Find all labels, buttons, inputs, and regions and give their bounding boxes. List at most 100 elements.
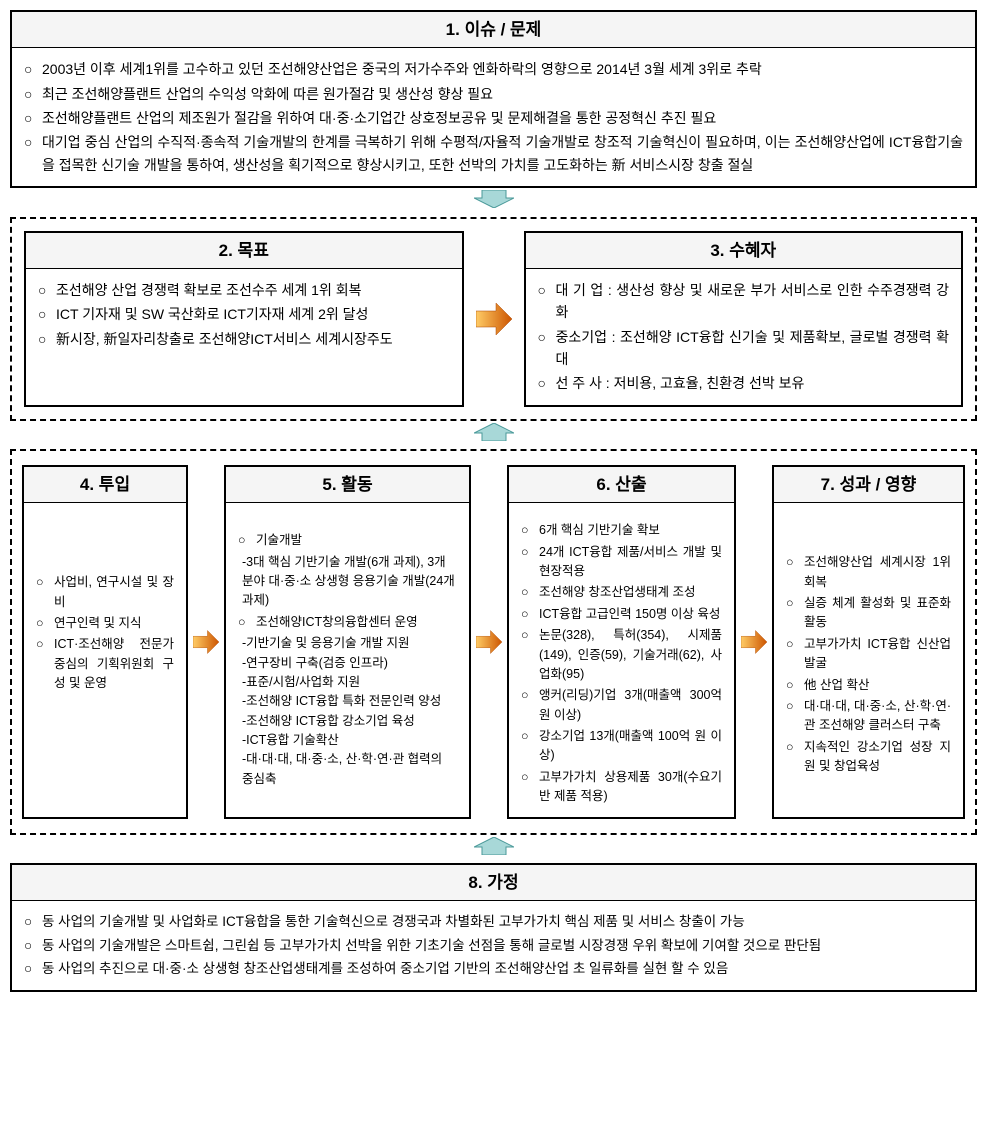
box2-body: ○조선해양 산업 경쟁력 확보로 조선수주 세계 1위 회복 ○ICT 기자재 …: [26, 269, 462, 360]
sub-item: -표준/시험/사업화 지원: [242, 673, 457, 692]
box2-title: 2. 목표: [26, 233, 462, 269]
arrow-down-3: [10, 835, 977, 863]
arrow-right-icon: [741, 629, 767, 655]
bullet-circle: ○: [538, 279, 556, 301]
bullet-circle: ○: [786, 697, 804, 716]
list-item: ○사업비, 연구시설 및 장비: [36, 573, 174, 612]
bullet-circle: ○: [24, 58, 42, 80]
arrow-right-6to7: [740, 465, 768, 818]
list-item: ○6개 핵심 기반기술 확보: [521, 521, 722, 540]
arrow-right-5to6: [475, 465, 503, 818]
list-item: ○선 주 사 : 저비용, 고효율, 친환경 선박 보유: [538, 372, 950, 394]
arrow-up-icon: [474, 423, 514, 441]
bullet-circle: ○: [786, 635, 804, 654]
box-beneficiaries: 3. 수혜자 ○대 기 업 : 생산성 향상 및 새로운 부가 서비스로 인한 …: [524, 231, 964, 407]
list-item: ○실증 체계 활성화 및 표준화 활동: [786, 594, 951, 633]
box3-title: 3. 수혜자: [526, 233, 962, 269]
list-item: ○ICT융합 고급인력 150명 이상 육성: [521, 605, 722, 624]
box-assumptions: 8. 가정 ○동 사업의 기술개발 및 사업화로 ICT융합을 통한 기술혁신으…: [10, 863, 977, 992]
list-item: ○연구인력 및 지식: [36, 614, 174, 633]
bullet-circle: ○: [786, 553, 804, 572]
list-item: ○기술개발: [238, 531, 457, 550]
box4-title: 4. 투입: [24, 467, 186, 503]
list-item: ○대기업 중심 산업의 수직적·종속적 기술개발의 한계를 극복하기 위해 수평…: [24, 131, 963, 176]
sub-item: -조선해양 ICT융합 특화 전문인력 양성: [242, 692, 457, 711]
bullet-circle: ○: [36, 635, 54, 654]
box-activities: 5. 활동 ○기술개발 -3대 핵심 기반기술 개발(6개 과제), 3개 분야…: [224, 465, 471, 818]
list-item: ○他 산업 확산: [786, 676, 951, 695]
box4-body: ○사업비, 연구시설 및 장비 ○연구인력 및 지식 ○ICT·조선해양 전문가…: [24, 503, 186, 816]
list-item: ○강소기업 13개(매출액 100억 원 이상): [521, 727, 722, 766]
list-item: ○ICT·조선해양 전문가 중심의 기획위원회 구성 및 운영: [36, 635, 174, 693]
bullet-circle: ○: [538, 372, 556, 394]
bullet-circle: ○: [786, 738, 804, 757]
arrow-right-4to5: [192, 465, 220, 818]
list-item: ○24개 ICT융합 제품/서비스 개발 및 현장적용: [521, 543, 722, 582]
sub-item: -기반기술 및 응용기술 개발 지원: [242, 634, 457, 653]
bullet-circle: ○: [36, 573, 54, 592]
box3-body: ○대 기 업 : 생산성 향상 및 새로운 부가 서비스로 인한 수주경쟁력 강…: [526, 269, 962, 405]
bullet-circle: ○: [38, 303, 56, 325]
box-goals: 2. 목표 ○조선해양 산업 경쟁력 확보로 조선수주 세계 1위 회복 ○IC…: [24, 231, 464, 407]
list-item: ○중소기업 : 조선해양 ICT융합 신기술 및 제품확보, 글로벌 경쟁력 확…: [538, 326, 950, 371]
dashed-group-logic: 4. 투입 ○사업비, 연구시설 및 장비 ○연구인력 및 지식 ○ICT·조선…: [10, 449, 977, 834]
bullet-circle: ○: [521, 626, 539, 645]
sub-item: -3대 핵심 기반기술 개발(6개 과제), 3개 분야 대·중·소 상생형 응…: [242, 553, 457, 611]
list-item: ○앵커(리딩)기업 3개(매출액 300억 원 이상): [521, 686, 722, 725]
box-outcomes: 7. 성과 / 영향 ○조선해양산업 세계시장 1위 회복 ○실증 체계 활성화…: [772, 465, 965, 818]
list-item: ○지속적인 강소기업 성장 지원 및 창업육성: [786, 738, 951, 777]
box5-body: ○기술개발 -3대 핵심 기반기술 개발(6개 과제), 3개 분야 대·중·소…: [226, 503, 469, 816]
arrow-right-icon: [476, 629, 502, 655]
arrow-down-1: [10, 188, 977, 216]
bullet-circle: ○: [521, 686, 539, 705]
bullet-circle: ○: [38, 328, 56, 350]
bullet-circle: ○: [521, 521, 539, 540]
box7-body: ○조선해양산업 세계시장 1위 회복 ○실증 체계 활성화 및 표준화 활동 ○…: [774, 503, 963, 816]
bullet-circle: ○: [238, 531, 256, 550]
bullet-circle: ○: [24, 911, 42, 933]
bullet-circle: ○: [786, 594, 804, 613]
arrow-up-icon: [474, 837, 514, 855]
list-item: ○고부가가치 ICT융합 신산업 발굴: [786, 635, 951, 674]
list-item: ○동 사업의 기술개발 및 사업화로 ICT융합을 통한 기술혁신으로 경쟁국과…: [24, 911, 963, 933]
bullet-circle: ○: [24, 107, 42, 129]
list-item: ○고부가가치 상용제품 30개(수요기반 제품 적용): [521, 768, 722, 807]
bullet-circle: ○: [36, 614, 54, 633]
list-item: ○조선해양 산업 경쟁력 확보로 조선수주 세계 1위 회복: [38, 279, 450, 301]
bullet-circle: ○: [538, 326, 556, 348]
list-item: ○최근 조선해양플랜트 산업의 수익성 악화에 따른 원가절감 및 생산성 향상…: [24, 83, 963, 105]
arrow-down-icon: [474, 190, 514, 208]
arrow-down-2: [10, 421, 977, 449]
box6-title: 6. 산출: [509, 467, 734, 503]
list-item: ○ICT 기자재 및 SW 국산화로 ICT기자재 세계 2위 달성: [38, 303, 450, 325]
box1-body: ○2003년 이후 세계1위를 고수하고 있던 조선해양산업은 중국의 저가수주…: [12, 48, 975, 186]
bullet-circle: ○: [521, 543, 539, 562]
list-item: ○논문(328), 특허(354), 시제품(149), 인증(59), 기술거…: [521, 626, 722, 684]
box1-title: 1. 이슈 / 문제: [12, 12, 975, 48]
arrow-right-icon: [476, 303, 512, 335]
box6-body: ○6개 핵심 기반기술 확보 ○24개 ICT융합 제품/서비스 개발 및 현장…: [509, 503, 734, 816]
bullet-circle: ○: [38, 279, 56, 301]
bullet-circle: ○: [521, 768, 539, 787]
arrow-right-2to3: [474, 231, 514, 407]
sub-item: -ICT융합 기술확산: [242, 731, 457, 750]
bullet-circle: ○: [521, 605, 539, 624]
bullet-circle: ○: [24, 83, 42, 105]
sub-item: -연구장비 구축(검증 인프라): [242, 654, 457, 673]
box-outputs: 6. 산출 ○6개 핵심 기반기술 확보 ○24개 ICT융합 제품/서비스 개…: [507, 465, 736, 818]
box8-body: ○동 사업의 기술개발 및 사업화로 ICT융합을 통한 기술혁신으로 경쟁국과…: [12, 901, 975, 990]
box-issues: 1. 이슈 / 문제 ○2003년 이후 세계1위를 고수하고 있던 조선해양산…: [10, 10, 977, 188]
list-item: ○동 사업의 추진으로 대·중·소 상생형 창조산업생태계를 조성하여 중소기업…: [24, 958, 963, 980]
list-item: ○조선해양 창조산업생태계 조성: [521, 583, 722, 602]
bullet-circle: ○: [24, 935, 42, 957]
bullet-circle: ○: [24, 131, 42, 153]
box-inputs: 4. 투입 ○사업비, 연구시설 및 장비 ○연구인력 및 지식 ○ICT·조선…: [22, 465, 188, 818]
bullet-circle: ○: [24, 958, 42, 980]
list-item: ○新시장, 新일자리창출로 조선해양ICT서비스 세계시장주도: [38, 328, 450, 350]
box5-title: 5. 활동: [226, 467, 469, 503]
sub-item: -대·대·대, 대·중·소, 산·학·연·관 협력의 중심축: [242, 750, 457, 789]
dashed-group-goals: 2. 목표 ○조선해양 산업 경쟁력 확보로 조선수주 세계 1위 회복 ○IC…: [10, 217, 977, 421]
list-item: ○조선해양ICT창의융합센터 운영: [238, 613, 457, 632]
bullet-circle: ○: [521, 727, 539, 746]
arrow-right-icon: [193, 629, 219, 655]
